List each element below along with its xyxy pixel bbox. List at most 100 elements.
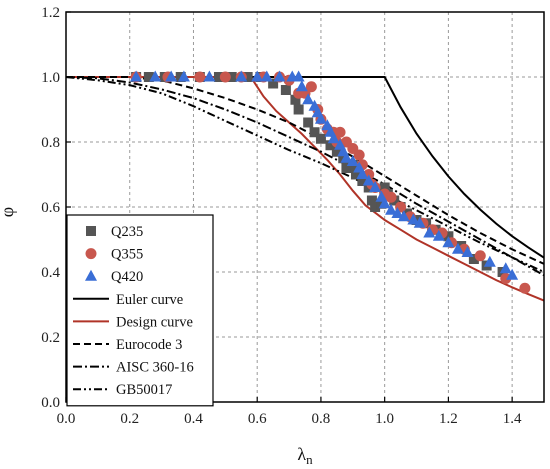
x-tick-label: 0.0 (57, 411, 76, 427)
point-q420 (451, 242, 464, 254)
legend-label: Eurocode 3 (116, 337, 182, 353)
legend-label: Q235 (111, 224, 143, 240)
point-q420 (177, 70, 190, 82)
point-q235 (468, 254, 479, 264)
curve-design-curve (66, 76, 545, 302)
point-q355 (353, 149, 365, 161)
curve-aisc-360-16 (65, 76, 545, 277)
point-q420 (235, 70, 248, 82)
legend-label: Design curve (116, 314, 193, 330)
point-q420 (506, 268, 519, 280)
point-q235 (370, 202, 381, 212)
y-tick-label: 1.2 (41, 5, 60, 21)
point-q235 (366, 195, 377, 206)
point-q235 (280, 85, 291, 95)
y-tick-label: 0.4 (41, 265, 60, 281)
point-q420 (251, 70, 264, 82)
legend-label: GB50017 (116, 382, 172, 398)
point-q235 (309, 127, 320, 138)
legend-marker-q355 (85, 248, 97, 260)
legend-marker-q420 (85, 269, 97, 281)
point-q355 (385, 191, 397, 203)
point-q235 (290, 94, 301, 105)
y-axis-label: φ (0, 207, 17, 217)
point-q235 (303, 117, 314, 128)
point-q355 (194, 71, 206, 83)
legend-label: Q355 (111, 247, 143, 263)
x-axis-title: λn (297, 444, 313, 467)
x-tick-label: 0.2 (120, 411, 139, 427)
point-q355 (474, 250, 486, 262)
point-q420 (327, 132, 340, 144)
axis-ticks: 0.0 0.2 0.4 0.6 0.8 1.0 1.2 1.4 0.0 0.2 0.4 0.6 0.8 1… (41, 5, 522, 427)
point-q420 (483, 255, 496, 267)
y-axis-title: φ (0, 207, 17, 217)
point-q355 (334, 126, 346, 138)
data-points (130, 70, 531, 294)
point-q420 (385, 203, 398, 215)
point-q420 (302, 93, 315, 105)
point-q420 (407, 213, 420, 225)
point-q420 (273, 70, 286, 82)
point-q420 (413, 216, 426, 228)
point-q355 (305, 81, 317, 93)
point-q235 (325, 140, 336, 151)
point-q235 (213, 72, 224, 82)
x-axis-label: λn (297, 444, 313, 467)
legend: Q235 Q355 Q420 Euler curve Design curve Euroc… (66, 214, 214, 407)
point-q235 (350, 169, 361, 180)
legend-marker-q235 (86, 226, 96, 236)
point-q235 (315, 133, 326, 144)
y-tick-label: 0.8 (41, 135, 60, 151)
x-tick-label: 0.4 (184, 411, 203, 427)
point-q420 (165, 70, 178, 82)
point-q420 (397, 210, 410, 222)
legend-label: Q420 (111, 269, 143, 285)
point-q420 (432, 229, 445, 241)
y-tick-label: 0.6 (41, 200, 60, 216)
point-q355 (519, 282, 531, 294)
point-q235 (268, 78, 279, 89)
point-q420 (314, 112, 327, 124)
point-q420 (203, 70, 216, 82)
y-tick-label: 0.0 (41, 395, 60, 411)
point-q420 (292, 70, 305, 82)
curve-gb50017 (65, 76, 545, 273)
point-q420 (378, 197, 391, 209)
point-q420 (149, 70, 162, 82)
x-tick-label: 1.0 (375, 411, 394, 427)
point-q420 (260, 70, 273, 82)
point-q235 (143, 72, 154, 82)
legend-box (66, 214, 214, 407)
point-q420 (346, 155, 359, 166)
point-q420 (499, 262, 512, 274)
x-axis-label-subscript: n (306, 452, 313, 467)
curve-euler-curve (66, 76, 545, 259)
point-q420 (295, 80, 308, 92)
point-q420 (423, 226, 436, 238)
point-q235 (226, 72, 237, 82)
point-q420 (369, 181, 382, 192)
point-q235 (242, 72, 253, 82)
x-tick-label: 0.6 (248, 411, 267, 427)
point-q355 (219, 71, 231, 83)
point-q235 (293, 104, 304, 115)
point-q420 (391, 207, 404, 218)
legend-label: Euler curve (116, 292, 183, 308)
point-q420 (461, 246, 474, 257)
legend-label: AISC 360-16 (116, 360, 194, 376)
x-tick-label: 1.2 (439, 411, 458, 427)
point-q235 (341, 163, 352, 173)
point-q420 (362, 174, 375, 186)
y-tick-label: 1.0 (41, 70, 60, 86)
point-q420 (130, 70, 143, 82)
point-q420 (356, 168, 369, 179)
x-tick-label: 0.8 (312, 411, 331, 427)
x-tick-label: 1.4 (503, 411, 522, 427)
point-q420 (442, 236, 455, 248)
point-q235 (357, 176, 368, 186)
point-q420 (340, 151, 353, 163)
y-tick-label: 0.2 (41, 330, 60, 346)
point-q235 (331, 146, 342, 157)
